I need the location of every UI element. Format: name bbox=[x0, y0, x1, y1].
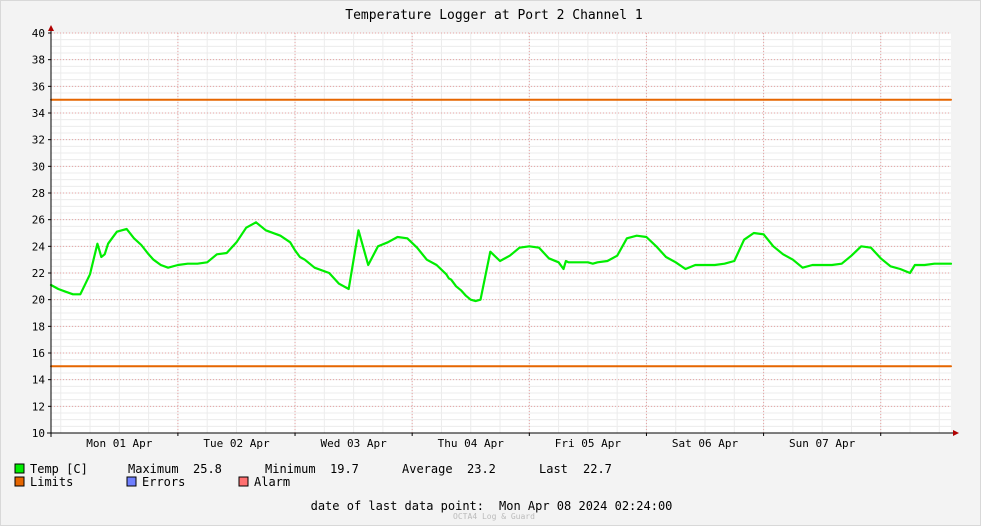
y-tick-label: 30 bbox=[32, 160, 45, 173]
legend: Temp [C] Maximum 25.8 Minimum 19.7 Avera… bbox=[14, 462, 612, 489]
x-tick-label: Mon 01 Apr bbox=[86, 437, 153, 450]
x-tick-label: Fri 05 Apr bbox=[555, 437, 622, 450]
legend-label-temp: Temp [C] bbox=[30, 462, 88, 476]
stat-minimum-label: Minimum bbox=[265, 462, 316, 476]
x-tick-label: Tue 02 Apr bbox=[203, 437, 270, 450]
legend-swatch-temp bbox=[14, 463, 25, 474]
stat-last-value: 22.7 bbox=[583, 462, 612, 476]
y-tick-label: 10 bbox=[32, 427, 45, 440]
y-tick-label: 32 bbox=[32, 134, 45, 147]
x-tick-labels: Mon 01 Apr Tue 02 Apr Wed 03 Apr Thu 04 Apr… bbox=[86, 437, 855, 450]
x-tick-label: Thu 04 Apr bbox=[438, 437, 505, 450]
y-axis-arrow bbox=[48, 25, 54, 31]
grid-minor bbox=[51, 32, 951, 434]
x-tick-label: Sun 07 Apr bbox=[789, 437, 856, 450]
last-data-point-label: date of last data point: bbox=[311, 499, 484, 513]
y-tick-label: 20 bbox=[32, 294, 45, 307]
stat-maximum-label: Maximum bbox=[128, 462, 179, 476]
stat-average-value: 23.2 bbox=[467, 462, 496, 476]
x-tick-label: Wed 03 Apr bbox=[320, 437, 387, 450]
y-tick-label: 16 bbox=[32, 347, 45, 360]
y-tick-label: 38 bbox=[32, 54, 45, 67]
legend-label-limits: Limits bbox=[30, 475, 73, 489]
stat-average-label: Average bbox=[402, 462, 453, 476]
legend-swatch-alarm bbox=[238, 476, 249, 487]
stat-maximum-value: 25.8 bbox=[193, 462, 222, 476]
legend-swatch-limits bbox=[14, 476, 25, 487]
y-tick-label: 18 bbox=[32, 320, 45, 333]
stat-minimum-value: 19.7 bbox=[330, 462, 359, 476]
legend-label-errors: Errors bbox=[142, 475, 185, 489]
stat-last-label: Last bbox=[539, 462, 568, 476]
y-tick-label: 34 bbox=[32, 107, 46, 120]
last-data-point-value: Mon Apr 08 2024 02:24:00 bbox=[499, 499, 672, 513]
legend-label-alarm: Alarm bbox=[254, 475, 290, 489]
y-tick-label: 14 bbox=[32, 374, 46, 387]
series-layer bbox=[49, 98, 953, 368]
legend-swatch-errors bbox=[126, 476, 137, 487]
x-tick-label: Sat 06 Apr bbox=[672, 437, 739, 450]
y-tick-label: 24 bbox=[32, 240, 46, 253]
chart-title: Temperature Logger at Port 2 Channel 1 bbox=[345, 8, 642, 23]
y-tick-label: 28 bbox=[32, 187, 45, 200]
y-tick-label: 12 bbox=[32, 400, 45, 413]
x-axis-arrow bbox=[953, 430, 959, 436]
series-line-temp bbox=[49, 221, 953, 303]
watermark: OCTA4 Log & Guard bbox=[453, 512, 535, 521]
y-tick-label: 40 bbox=[32, 27, 45, 40]
y-tick-label: 26 bbox=[32, 214, 45, 227]
y-tick-label: 22 bbox=[32, 267, 45, 280]
y-tick-labels: 10 12 14 16 18 20 22 24 26 28 30 32 34 36 38 40 bbox=[32, 27, 46, 440]
y-tick-label: 36 bbox=[32, 80, 45, 93]
